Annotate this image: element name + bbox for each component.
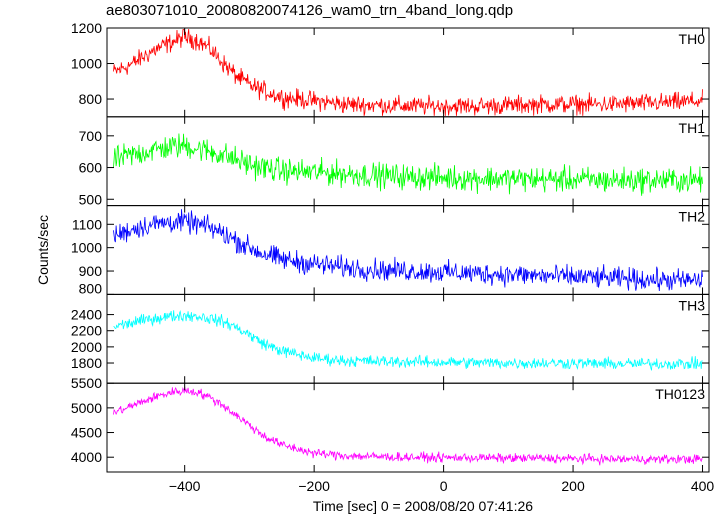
y-tick-label: 4000: [71, 449, 102, 465]
chart-title: ae803071010_20080820074126_wam0_trn_4ban…: [106, 2, 514, 19]
panel-frame: [106, 116, 710, 207]
panel-label-th0123: TH0123: [655, 386, 705, 402]
y-tick-label: 1200: [71, 20, 102, 36]
y-axis-label: Counts/sec: [35, 215, 51, 285]
panel-label-th0: TH0: [679, 31, 706, 47]
series-line-th0: [113, 28, 703, 116]
panel-frame: [106, 382, 710, 473]
y-tick-label: 600: [79, 160, 103, 176]
panel-frame: [106, 205, 710, 295]
series-line-th3: [113, 310, 703, 371]
y-tick-label: 4500: [71, 425, 102, 441]
series-line-th1: [113, 133, 703, 196]
y-tick-label: 1000: [71, 56, 102, 72]
x-tick-label: 400: [691, 478, 715, 494]
series-line-th2: [113, 209, 703, 292]
x-tick-label: −400: [169, 478, 201, 494]
panel-label-th2: TH2: [679, 209, 706, 225]
panel-frame: [106, 293, 710, 384]
x-tick-label: −200: [298, 478, 330, 494]
x-axis-label: Time [sec] 0 = 2008/08/20 07:41:26: [313, 498, 533, 514]
y-tick-label: 2400: [71, 307, 102, 323]
y-tick-label: 1800: [71, 355, 102, 371]
panel-label-th1: TH1: [679, 120, 706, 136]
y-tick-label: 1100: [72, 216, 102, 232]
y-tick-label: 500: [79, 191, 103, 207]
y-tick-label: 2000: [71, 339, 102, 355]
y-tick-label: 1000: [71, 240, 102, 256]
panel-label-th3: TH3: [679, 297, 706, 313]
y-tick-label: 800: [79, 280, 103, 296]
x-tick-label: 200: [561, 478, 585, 494]
y-tick-label: 5500: [71, 375, 102, 391]
series-line-th0123: [113, 386, 703, 466]
y-tick-label: 800: [79, 91, 103, 107]
x-tick-label: 0: [440, 478, 448, 494]
y-tick-label: 900: [79, 263, 103, 279]
y-tick-label: 5000: [71, 400, 102, 416]
y-tick-label: 2200: [71, 323, 102, 339]
y-tick-label: 700: [79, 128, 103, 144]
